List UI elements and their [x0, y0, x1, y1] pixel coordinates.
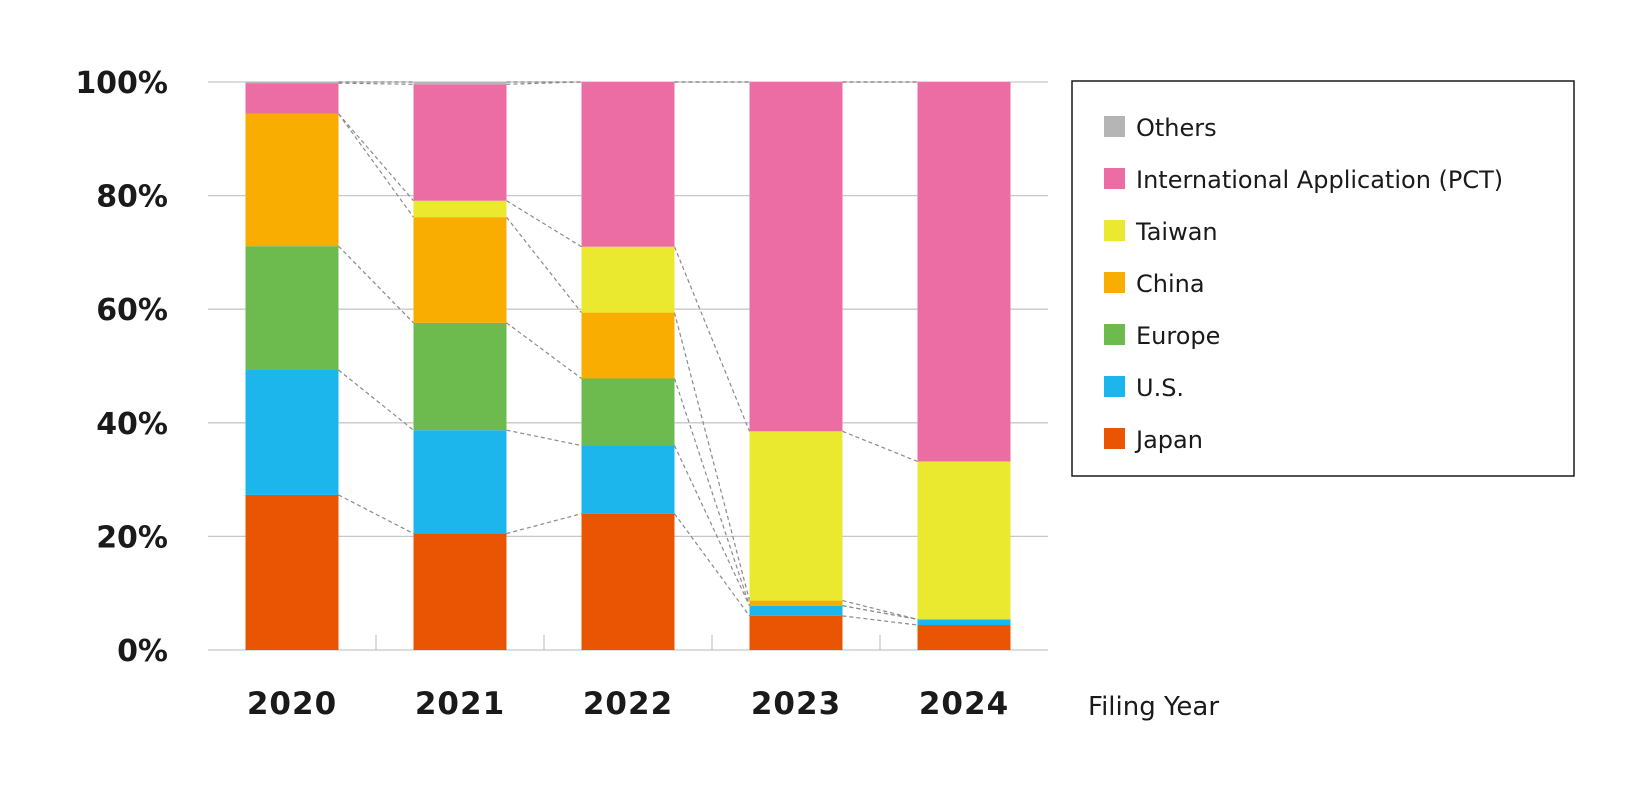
bar-segment	[917, 625, 1011, 650]
legend-box	[1071, 80, 1575, 477]
bar-segment	[581, 312, 675, 379]
bar-segment	[917, 82, 1011, 462]
bar-segment	[581, 246, 675, 313]
bar-segment	[749, 82, 843, 432]
x-tick-label: 2023	[751, 686, 841, 722]
bars	[245, 82, 1011, 650]
x-tick-label: 2022	[583, 686, 673, 722]
bar-segment	[245, 83, 339, 114]
connector-line	[338, 494, 414, 535]
connector-line	[842, 600, 918, 620]
bar-segment	[413, 217, 507, 323]
connector-line	[673, 312, 751, 601]
legend-swatch	[1104, 272, 1125, 293]
x-tick-label: 2024	[919, 686, 1009, 722]
x-axis-label: Filing Year	[1088, 692, 1219, 722]
legend-label: Europe	[1136, 322, 1220, 350]
y-tick-label: 80%	[96, 180, 168, 215]
bar-segment	[413, 84, 507, 201]
y-tick-label: 100%	[75, 66, 168, 101]
connector-line	[338, 369, 414, 431]
bar-segment	[749, 600, 843, 606]
connector-line	[338, 245, 414, 324]
connector-line	[506, 81, 582, 85]
connector-line	[506, 513, 582, 535]
connector-line	[506, 216, 582, 313]
bar-segment	[245, 494, 339, 650]
bar-segment	[581, 378, 675, 446]
bar-segment	[413, 430, 507, 534]
bar-segment	[413, 82, 507, 85]
connector-line	[842, 430, 918, 462]
legend: Others International Application (PCT) Tai…	[1071, 80, 1575, 477]
connector-line	[674, 513, 750, 617]
x-tick-label: 2021	[415, 686, 505, 722]
connector-lines	[338, 81, 918, 626]
legend-swatch	[1104, 324, 1125, 345]
bar-segment	[581, 82, 675, 247]
y-tick-label: 60%	[96, 293, 168, 328]
connector-line	[506, 200, 582, 248]
connector-line	[842, 605, 918, 620]
bar-segment	[749, 431, 843, 601]
bar-segment	[245, 113, 339, 247]
bar-segment	[917, 619, 1011, 626]
legend-label: U.S.	[1136, 374, 1184, 402]
legend-swatch	[1104, 376, 1125, 397]
bar-segment	[581, 445, 675, 514]
legend-label: International Application (PCT)	[1136, 166, 1503, 194]
connector-line	[673, 246, 751, 432]
y-axis: 0% 20% 40% 60% 80% 100%	[75, 66, 168, 669]
connector-line	[506, 429, 582, 447]
legend-swatch	[1104, 220, 1125, 241]
bar-segment	[413, 533, 507, 650]
legend-label: China	[1136, 270, 1205, 298]
x-axis: Filing Year 2020 2021 2022 2023 2024	[247, 686, 1219, 722]
legend-swatch	[1104, 168, 1125, 189]
connector-line	[506, 322, 582, 379]
connector-line	[673, 378, 751, 606]
connector-line	[338, 82, 414, 85]
bar-segment	[917, 461, 1011, 620]
bar-segment	[245, 369, 339, 495]
bar-segment	[413, 200, 507, 218]
legend-label: Taiwan	[1135, 218, 1218, 246]
y-tick-label: 40%	[96, 407, 168, 442]
connector-line	[338, 113, 414, 202]
connector-line	[673, 445, 751, 606]
x-tick-label: 2020	[247, 686, 337, 722]
connector-line	[338, 113, 414, 218]
bar-segment	[245, 82, 339, 84]
bar-segment	[749, 615, 843, 650]
bar-segment	[245, 246, 339, 370]
legend-label: Japan	[1134, 426, 1203, 454]
y-tick-label: 20%	[96, 520, 168, 555]
legend-label: Others	[1136, 114, 1217, 142]
legend-swatch	[1104, 428, 1125, 449]
y-tick-label: 0%	[117, 634, 168, 669]
connector-line	[842, 615, 918, 626]
bar-segment	[749, 605, 843, 616]
legend-swatch	[1104, 116, 1125, 137]
bar-segment	[413, 322, 507, 431]
bar-segment	[581, 513, 675, 650]
